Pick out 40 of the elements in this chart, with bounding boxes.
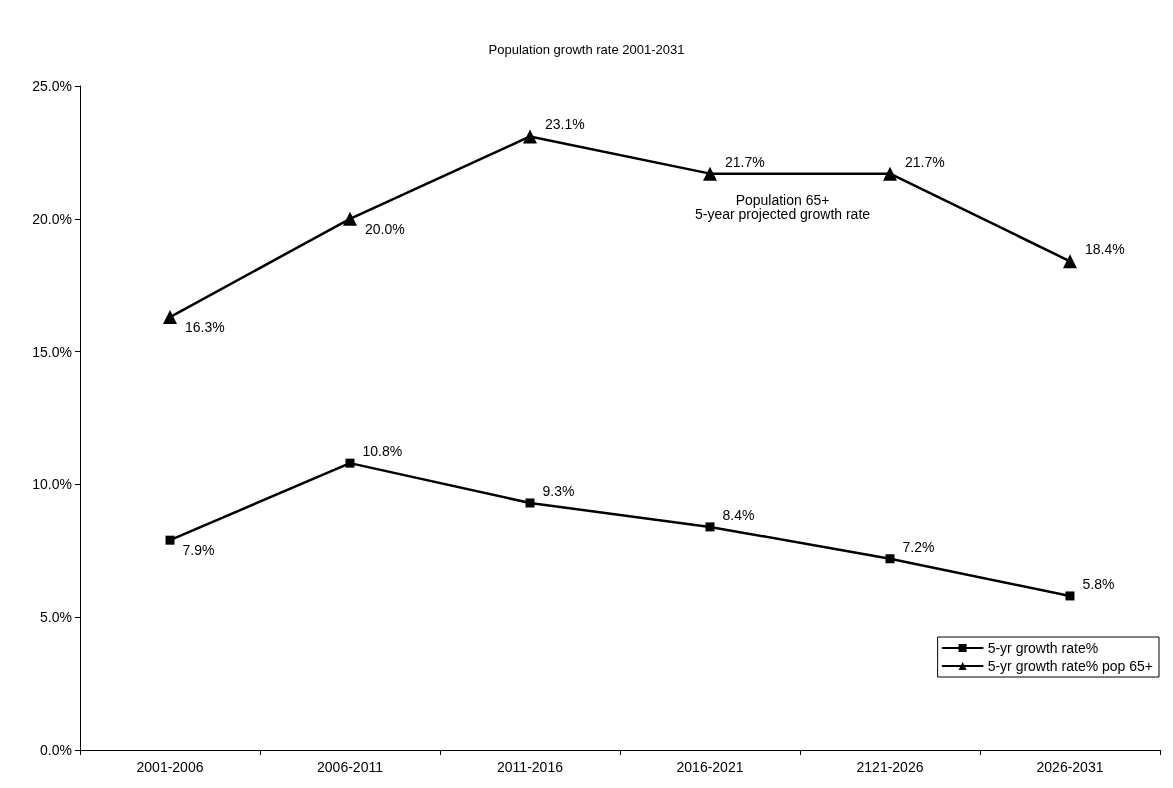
point (705, 522, 715, 532)
point (1065, 591, 1075, 601)
point (525, 498, 535, 508)
data-label: 16.3% (185, 319, 225, 336)
annotation: Population 65+ 5-year projected growth rate (695, 192, 871, 222)
point (163, 310, 177, 325)
data-label: 18.4% (1085, 241, 1125, 258)
point (885, 554, 895, 564)
data-label: 21.7% (905, 153, 945, 170)
y-tick-label: 25.0% (32, 78, 72, 94)
legend-label: 5-yr growth rate% (987, 640, 1099, 656)
y-tick-label: 10.0% (32, 476, 72, 493)
data-label: 21.7% (725, 153, 765, 170)
data-label: 10.8% (362, 443, 403, 460)
point (703, 166, 717, 181)
x-tick-label: 2026-2031 (1036, 759, 1104, 775)
data-label: 8.4% (722, 506, 755, 523)
x-tick-label: 2121-2026 (856, 759, 924, 775)
point (165, 535, 175, 545)
data-label: 23.1% (545, 116, 585, 133)
x-tick-label: 2011-2016 (497, 759, 564, 775)
point (1063, 254, 1077, 269)
point (883, 166, 897, 181)
y-tick-label: 20.0% (32, 210, 72, 227)
data-label: 9.3% (542, 482, 575, 499)
point (345, 458, 355, 468)
data-label: 20.0% (365, 220, 405, 237)
y-tick-label: 0.0% (40, 742, 72, 758)
point (523, 129, 537, 144)
data-label: 5.8% (1082, 575, 1115, 592)
point (343, 211, 357, 226)
y-tick-label: 15.0% (32, 343, 72, 360)
x-tick-label: 2001-2006 (136, 759, 204, 775)
data-label: 7.9% (182, 542, 215, 559)
y-tick-label: 5.0% (40, 609, 72, 626)
x-tick-label: 2016-2021 (676, 759, 744, 775)
legend-label: 5-yr growth rate% pop 65+ (987, 658, 1154, 674)
x-tick-label: 2006-2011 (317, 759, 384, 775)
data-label: 7.2% (902, 538, 935, 555)
chart-title: Population growth rate 2001-2031 (488, 42, 685, 57)
